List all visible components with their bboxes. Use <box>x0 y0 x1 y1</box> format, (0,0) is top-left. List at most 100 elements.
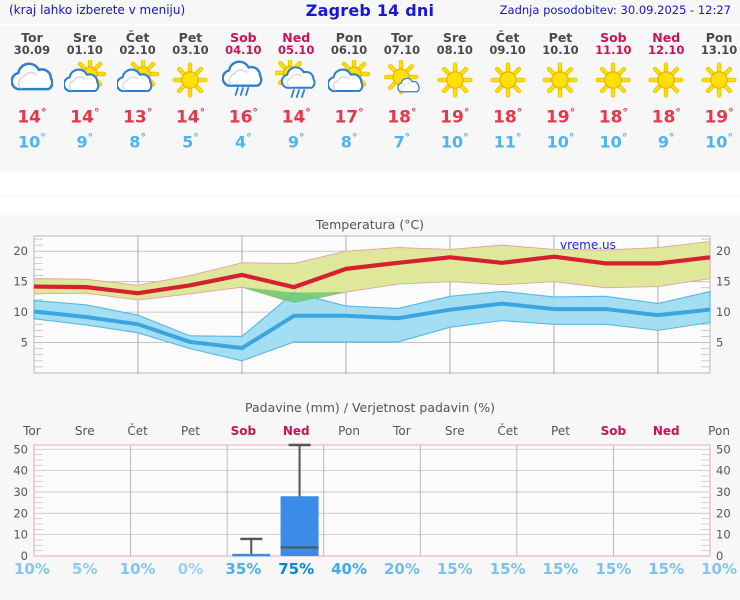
svg-text:10: 10 <box>13 305 28 319</box>
temperature-min: 4° <box>235 130 252 151</box>
day-name: Čet <box>125 30 150 45</box>
svg-text:20: 20 <box>716 506 731 520</box>
svg-text:15: 15 <box>716 275 731 289</box>
day-name: Čet <box>495 30 520 45</box>
day-column[interactable]: Tor 30.09 14° 10° <box>6 25 59 172</box>
precipitation-probability: 15% <box>595 560 632 578</box>
temperature-min: 11° <box>493 130 522 151</box>
forecast-strip: Tor 30.09 14° 10° Sre 01.10 14° 9° Čet 02.10 13… <box>0 25 740 172</box>
day-name: Pet <box>178 30 203 45</box>
svg-text:10: 10 <box>716 305 731 319</box>
precipitation-day-label: Pon <box>708 424 730 438</box>
day-column[interactable]: Ned 12.10 18° 9° <box>640 25 693 172</box>
sun-small-cloud-icon <box>375 59 428 101</box>
svg-text:20: 20 <box>13 244 28 258</box>
sunny-icon <box>587 59 640 101</box>
top-bar: (kraj lahko izberete v meniju) Zagreb 14… <box>0 0 740 24</box>
day-name: Pon <box>335 30 363 45</box>
separator-area <box>0 172 740 215</box>
precipitation-day-label: Pet <box>551 424 570 438</box>
precipitation-probability: 75% <box>278 560 315 578</box>
day-column[interactable]: Čet 02.10 13° 8° <box>111 25 164 172</box>
temperature-max: 13° <box>123 106 153 128</box>
day-column[interactable]: Čet 09.10 18° 11° <box>481 25 534 172</box>
sunny-icon <box>640 59 693 101</box>
temperature-min: 10° <box>440 130 469 151</box>
day-date: 08.10 <box>436 43 473 57</box>
precipitation-probability: 0% <box>177 560 204 578</box>
temperature-chart-panel: Temperatura (°C) 5 5 10 10 15 15 20 20 <box>0 215 740 398</box>
temperature-min: 8° <box>340 130 358 151</box>
partly-sunny-icon <box>323 59 376 101</box>
precipitation-probability: 15% <box>648 560 685 578</box>
svg-text:0: 0 <box>716 549 723 563</box>
day-column[interactable]: Pon 06.10 17° 8° <box>323 25 376 172</box>
precipitation-day-label: Tor <box>23 424 41 438</box>
day-column[interactable]: Sre 08.10 19° 10° <box>428 25 481 172</box>
day-column[interactable]: Sob 04.10 16° 4° <box>217 25 270 172</box>
temperature-max: 18° <box>387 106 417 128</box>
day-date: 04.10 <box>225 43 262 57</box>
precipitation-day-label: Sre <box>444 424 465 438</box>
temperature-min: 10° <box>705 130 733 151</box>
day-date: 12.10 <box>648 43 685 57</box>
precipitation-chart-svg: 0 0 10 10 20 20 30 30 40 40 50 50 <box>13 442 731 563</box>
precipitation-day-label: Ned <box>652 424 680 438</box>
temperature-min: 5° <box>182 130 199 151</box>
precipitation-probability: 40% <box>331 560 368 578</box>
rain-cloud-icon <box>217 59 270 101</box>
day-column[interactable]: Pon 13.10 19° 10° <box>693 25 740 172</box>
day-column[interactable]: Pet 10.10 19° 10° <box>534 25 587 172</box>
precipitation-probability: 5% <box>72 560 98 578</box>
svg-text:50: 50 <box>716 442 731 456</box>
day-date: 11.10 <box>595 43 632 57</box>
day-date: 10.10 <box>542 43 579 57</box>
precipitation-day-label: Pon <box>338 424 360 438</box>
day-column[interactable]: Pet 03.10 14° 5° <box>164 25 217 172</box>
temperature-min: 9° <box>76 130 94 151</box>
precipitation-probability: 15% <box>542 560 579 578</box>
temperature-max: 14° <box>17 106 47 128</box>
day-date: 09.10 <box>489 43 526 57</box>
day-date: 06.10 <box>330 43 368 57</box>
page-title: Zagreb 14 dni <box>305 1 435 20</box>
day-date: 02.10 <box>119 43 156 57</box>
day-column[interactable]: Sob 11.10 18° 10° <box>587 25 640 172</box>
day-column[interactable]: Sre 01.10 14° 9° <box>58 25 111 172</box>
day-name: Tor <box>391 30 413 45</box>
svg-text:20: 20 <box>13 506 28 520</box>
svg-text:10: 10 <box>716 528 731 542</box>
day-date: 07.10 <box>383 43 421 57</box>
day-name: Tor <box>21 30 43 45</box>
temperature-min: 7° <box>393 130 411 151</box>
temperature-max: 16° <box>228 106 258 128</box>
temperature-min: 10° <box>18 130 46 151</box>
precipitation-chart-panel: Padavine (mm) / Verjetnost padavin (%) T… <box>0 398 740 600</box>
svg-text:30: 30 <box>13 485 28 499</box>
partly-sunny-icon <box>58 59 111 101</box>
precipitation-day-label: Sre <box>74 424 95 438</box>
precipitation-chart-title: Padavine (mm) / Verjetnost padavin (%) <box>245 400 495 415</box>
temperature-max: 18° <box>493 106 523 128</box>
temperature-min: 9° <box>657 130 675 151</box>
sunny-icon <box>164 59 217 101</box>
cloudy-icon <box>6 59 59 101</box>
temperature-max: 17° <box>334 106 364 128</box>
day-name: Pet <box>548 30 573 45</box>
svg-text:20: 20 <box>716 244 731 258</box>
sunny-icon <box>428 59 481 101</box>
precipitation-probability: 10% <box>701 560 738 578</box>
precipitation-probability: 35% <box>225 560 262 578</box>
day-column[interactable]: Tor 07.10 18° 7° <box>375 25 428 172</box>
precipitation-day-label: Tor <box>393 424 411 438</box>
sunny-icon <box>481 59 534 101</box>
day-date: 05.10 <box>278 43 315 57</box>
temperature-min: 8° <box>129 130 146 151</box>
day-name: Sob <box>230 30 257 45</box>
precipitation-probability: 20% <box>383 560 420 578</box>
temperature-min: 10° <box>546 130 575 151</box>
day-column[interactable]: Ned 05.10 14° 9° <box>270 25 323 172</box>
temperature-max: 14° <box>175 106 206 128</box>
precipitation-day-label: Sob <box>600 424 627 438</box>
temperature-max: 18° <box>598 106 628 128</box>
